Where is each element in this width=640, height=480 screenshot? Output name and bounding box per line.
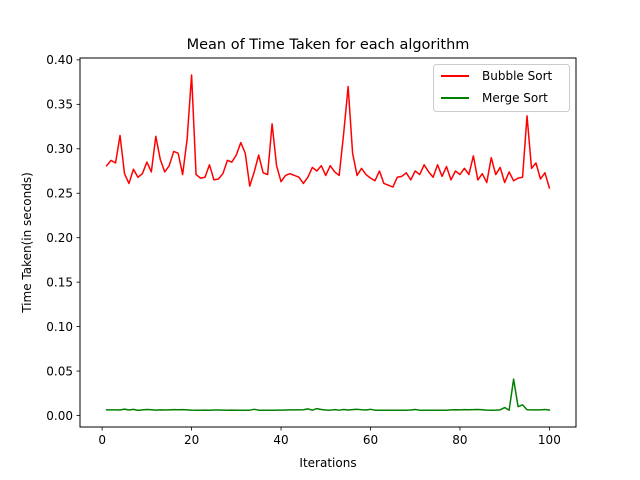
x-tick-label: 40 xyxy=(273,433,288,447)
legend-label-merge-sort: Merge Sort xyxy=(482,91,548,105)
y-tick-label: 0.25 xyxy=(46,187,73,201)
x-tick-label: 100 xyxy=(538,433,561,447)
x-tick-label: 20 xyxy=(184,433,199,447)
y-tick-label: 0.40 xyxy=(46,53,73,67)
y-tick-label: 0.05 xyxy=(46,364,73,378)
x-tick-label: 80 xyxy=(452,433,467,447)
legend: Bubble Sort Merge Sort xyxy=(433,64,570,112)
plot-area-background xyxy=(80,58,576,427)
x-axis: 0 20 40 60 80 100 xyxy=(98,427,561,447)
y-tick-label: 0.10 xyxy=(46,320,73,334)
plot-area-frame xyxy=(79,57,577,428)
series-line-merge-sort xyxy=(105,378,551,412)
y-tick-label: 0.00 xyxy=(46,409,73,423)
y-tick-label: 0.15 xyxy=(46,275,73,289)
y-tick-label: 0.30 xyxy=(46,142,73,156)
y-axis-label: Time Taken(in seconds) xyxy=(20,172,34,314)
y-tick-label: 0.35 xyxy=(46,98,73,112)
chart-title: Mean of Time Taken for each algorithm xyxy=(187,37,470,53)
x-axis-label: Iterations xyxy=(299,456,356,470)
y-axis: 0.00 0.05 0.10 0.15 0.20 0.25 0.30 0.35 0.40 xyxy=(46,53,80,423)
series-layer xyxy=(105,74,551,412)
x-tick-label: 0 xyxy=(98,433,106,447)
y-tick-label: 0.20 xyxy=(46,231,73,245)
legend-label-bubble-sort: Bubble Sort xyxy=(482,69,552,83)
series-line-bubble-sort xyxy=(105,74,551,189)
x-tick-label: 60 xyxy=(363,433,378,447)
